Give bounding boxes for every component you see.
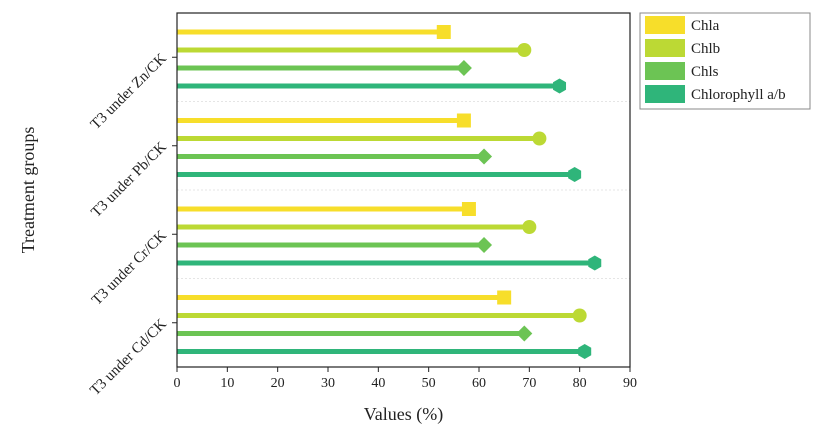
y-axis-title: Treatment groups [18, 127, 38, 254]
marker-chls [476, 237, 493, 253]
marker-chlb [572, 308, 587, 323]
marker-chlorophyll-a-b [568, 167, 582, 182]
marker-chlb [522, 220, 537, 234]
marker-chla [461, 202, 476, 216]
marker-chlorophyll-a-b [578, 344, 592, 359]
legend-swatch [645, 39, 685, 57]
bars-layer [177, 25, 602, 359]
category-label: T3 under Zn/CK [88, 51, 170, 133]
marker-chla [436, 25, 451, 39]
x-tick-label: 60 [472, 376, 486, 391]
legend-label: Chlorophyll a/b [691, 87, 786, 103]
x-tick-label: 10 [220, 376, 234, 391]
marker-chls [476, 148, 493, 165]
legend-swatch [645, 85, 685, 103]
x-tick-label: 40 [371, 376, 385, 391]
x-tick-label: 90 [623, 376, 637, 391]
marker-chla [456, 113, 471, 128]
category-label: T3 under Cd/CK [87, 316, 170, 399]
plot-frame [176, 12, 631, 368]
marker-chls [516, 325, 533, 342]
legend-label: Chla [691, 18, 720, 34]
legend-label: Chlb [691, 41, 720, 57]
marker-chlb [517, 43, 532, 57]
marker-chls [455, 60, 472, 76]
marker-chlorophyll-a-b [553, 78, 567, 94]
x-tick-label: 80 [573, 376, 587, 391]
x-tick-label: 20 [271, 376, 285, 391]
marker-chlb [532, 131, 547, 146]
marker-chlorophyll-a-b [588, 255, 602, 271]
category-label: T3 under Pb/CK [88, 139, 170, 221]
group-separators [177, 101, 630, 279]
legend-label: Chls [691, 64, 719, 80]
x-axis: 0 10 20 30 40 50 60 70 80 90 [174, 367, 637, 391]
x-axis-title: Values (%) [364, 404, 443, 425]
legend-swatch [645, 16, 685, 34]
x-tick-label: 70 [522, 376, 536, 391]
x-tick-label: 30 [321, 376, 335, 391]
marker-chla [497, 290, 512, 305]
x-tick-label: 50 [422, 376, 436, 391]
category-label: T3 under Cr/CK [89, 228, 170, 309]
legend-swatch [645, 62, 685, 80]
legend: Chla Chlb Chls Chlorophyll a/b [639, 12, 811, 110]
x-tick-label: 0 [174, 376, 181, 391]
